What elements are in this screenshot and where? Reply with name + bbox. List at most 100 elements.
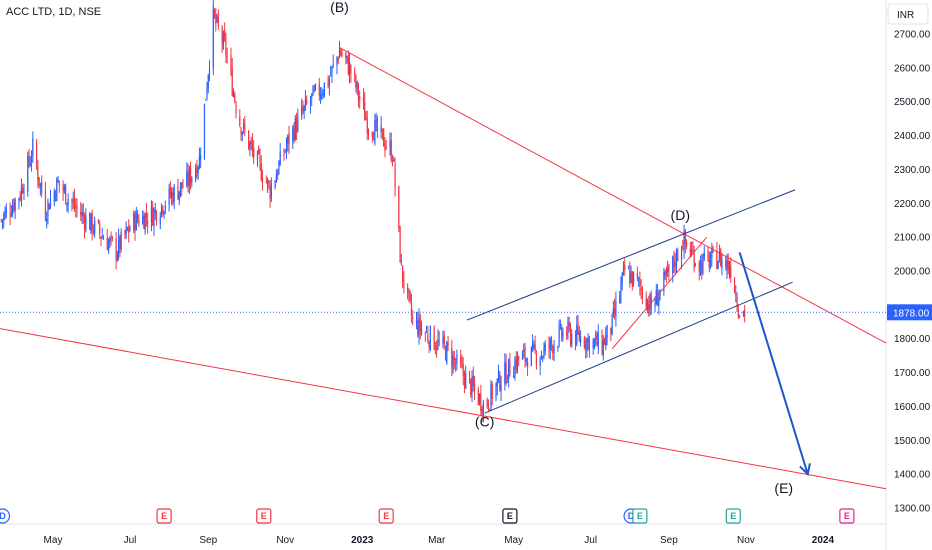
candle-body: [62, 183, 64, 192]
candle-body: [491, 384, 493, 399]
candle-body: [323, 82, 325, 96]
candle-body: [340, 50, 342, 56]
candle-body: [434, 347, 437, 350]
candle-body: [650, 294, 652, 309]
candle-body: [447, 341, 449, 346]
y-tick-label: 2300.00: [894, 165, 931, 176]
candle-body: [355, 76, 357, 89]
candle-body: [302, 108, 304, 112]
candle-body: [136, 214, 139, 221]
candle-body: [393, 160, 395, 162]
candle-body: [428, 341, 430, 348]
candle-body: [287, 135, 289, 145]
candle-body: [506, 381, 508, 383]
candle-body: [691, 250, 693, 253]
candle-body: [535, 353, 537, 365]
candle-body: [674, 262, 676, 268]
candle-body: [420, 329, 423, 334]
candle-body: [10, 214, 12, 216]
candle-body: [727, 260, 729, 271]
projection-arrow-head: [799, 463, 811, 477]
candle-body: [513, 375, 515, 378]
candle-body: [587, 338, 589, 343]
candle-body: [632, 271, 635, 285]
candle-body: [111, 236, 113, 240]
marker-letter: D: [0, 511, 6, 521]
candle-body: [97, 219, 100, 223]
candle-body: [468, 371, 471, 378]
candle-body: [601, 334, 603, 354]
candle-body: [48, 203, 50, 210]
candle-body: [144, 213, 146, 232]
candle-body: [205, 99, 207, 101]
candle-body: [182, 186, 184, 188]
candle-body: [311, 93, 313, 98]
candle-body: [76, 204, 78, 209]
candle-body: [171, 191, 173, 197]
candle-body: [717, 261, 719, 270]
candle-body: [677, 249, 679, 261]
candle-body: [172, 191, 174, 203]
candle-body: [689, 248, 691, 256]
x-tick-label: 2024: [812, 535, 835, 546]
candle-body: [164, 205, 166, 210]
candle-body: [398, 186, 400, 228]
candle-body: [338, 50, 341, 59]
marker-shape: [156, 508, 172, 524]
candle-body: [532, 343, 534, 349]
candle-body: [251, 142, 254, 151]
candle-body: [497, 370, 500, 382]
candle-body: [577, 323, 579, 333]
candle-body: [14, 199, 16, 212]
candle-body: [718, 251, 721, 261]
candle-body: [53, 191, 55, 202]
candle-body: [539, 358, 541, 367]
y-tick-label: 1700.00: [894, 368, 931, 379]
candle-body: [179, 182, 182, 193]
candle-body: [543, 348, 545, 357]
marker-shape: [0, 508, 11, 524]
candle-body: [504, 362, 506, 384]
candle-body: [562, 331, 564, 339]
candle-body: [585, 344, 587, 349]
candle-body: [92, 230, 94, 232]
currency-box: [887, 3, 929, 25]
chart-title: ACC LTD, 1D, NSE: [6, 6, 102, 18]
candle-body: [523, 349, 525, 352]
candle-body: [20, 186, 23, 200]
candle-body: [125, 226, 127, 234]
candle-body: [81, 211, 83, 217]
candle-body: [708, 253, 710, 269]
rising-wedge-line: [611, 236, 708, 350]
candle-body: [544, 343, 546, 351]
candle-body: [102, 238, 105, 240]
x-tick-label: Mar: [428, 535, 446, 546]
candle-body: [155, 211, 158, 223]
candle-body: [682, 249, 684, 251]
marker-shape: [725, 508, 741, 524]
marker-letter: E: [844, 511, 850, 521]
candle-body: [195, 169, 197, 180]
candle-body: [567, 321, 569, 334]
candle-body: [49, 198, 52, 208]
x-tick-label: Nov: [276, 535, 294, 546]
candle-body: [451, 348, 453, 367]
earnings-marker-icon: E: [256, 508, 272, 524]
candle-body: [665, 269, 667, 276]
candle-body: [711, 249, 713, 258]
candle-body: [516, 354, 519, 371]
earnings-marker-icon: E: [725, 508, 741, 524]
earnings-marker-icon: E: [378, 508, 394, 524]
candle-body: [384, 144, 386, 151]
candle-body: [400, 263, 402, 265]
y-tick-label: 1800.00: [894, 334, 931, 345]
candle-body: [217, 17, 219, 27]
candle-body: [249, 142, 251, 148]
candle-body: [639, 278, 641, 286]
candle-body: [63, 186, 65, 191]
candle-body: [561, 326, 563, 337]
candle-body: [22, 188, 24, 193]
candle-body: [675, 249, 678, 269]
candle-body: [480, 393, 482, 412]
